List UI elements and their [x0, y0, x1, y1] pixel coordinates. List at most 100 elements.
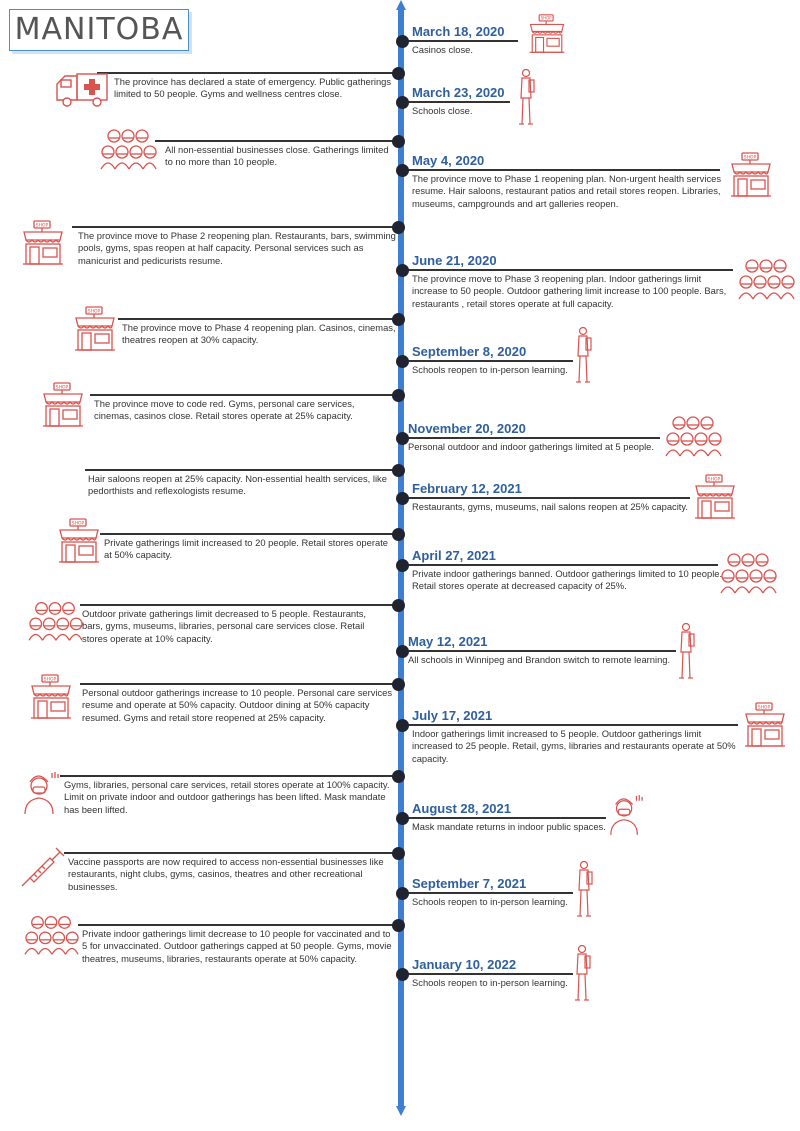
event-description: Schools close. [412, 105, 473, 116]
event-dot [396, 264, 409, 277]
event-dot [392, 464, 405, 477]
event-date: July 17, 2021 [412, 708, 493, 723]
page-title: MANITOBA [14, 12, 184, 47]
event-dot [392, 919, 405, 932]
shop-icon: SHOP [728, 152, 774, 203]
event-dot [396, 35, 409, 48]
event-date: September 7, 2021 [412, 876, 527, 891]
event-dot [392, 221, 405, 234]
event-rule [407, 101, 510, 103]
event-dot [396, 812, 409, 825]
event-dot [392, 770, 405, 783]
event-description: Private gatherings limit increased to 20… [104, 537, 389, 561]
event-description: The province move to Phase 4 reopening p… [122, 322, 396, 346]
shop-icon: SHOP [28, 674, 74, 725]
event-date: September 8, 2020 [412, 344, 527, 359]
crowd-icon [28, 600, 83, 647]
event-rule [85, 469, 398, 471]
event-description: Schools reopen to in-person learning. [412, 977, 568, 988]
event-dot [396, 492, 409, 505]
event-rule [78, 924, 398, 926]
ambulance-icon [55, 70, 109, 113]
svg-text:SHOP: SHOP [56, 385, 69, 391]
event-dot [396, 164, 409, 177]
event-dot [396, 432, 409, 445]
event-date: May 4, 2020 [412, 153, 485, 168]
event-description: All schools in Winnipeg and Brandon swit… [408, 654, 671, 665]
event-description: Personal outdoor and indoor gatherings l… [408, 441, 654, 452]
event-description: Outdoor private gatherings limit decreas… [82, 608, 367, 644]
event-description: Casinos close. [412, 44, 473, 55]
event-date: March 23, 2020 [412, 85, 505, 100]
event-dot [392, 847, 405, 860]
event-rule [60, 775, 398, 777]
event-description: Personal outdoor gatherings increase to … [82, 687, 393, 723]
crowd-icon [100, 128, 157, 175]
event-rule [64, 852, 398, 854]
event-rule [100, 533, 398, 535]
event-dot [396, 96, 409, 109]
event-dot [396, 968, 409, 981]
event-rule [118, 318, 398, 320]
event-dot [392, 599, 405, 612]
event-description: Private indoor gatherings banned. Outdoo… [412, 568, 723, 592]
event-rule [407, 817, 606, 819]
event-dot [392, 313, 405, 326]
event-rule [407, 564, 718, 566]
event-rule [407, 169, 720, 171]
crowd-icon [720, 552, 777, 599]
svg-text:SHOP: SHOP [36, 223, 49, 229]
title-box: MANITOBA [9, 9, 189, 51]
shop-icon: SHOP [692, 474, 738, 525]
student-icon [573, 326, 593, 389]
event-rule [407, 892, 573, 894]
event-rule [80, 683, 398, 685]
crowd-icon [665, 415, 722, 462]
student-icon [574, 860, 594, 923]
event-description: The province move to Phase 2 reopening p… [78, 230, 396, 266]
event-date: January 10, 2022 [412, 957, 517, 972]
svg-text:SHOP: SHOP [88, 309, 101, 315]
event-date: February 12, 2021 [412, 481, 522, 496]
svg-text:SHOP: SHOP [44, 677, 57, 683]
event-dot [392, 135, 405, 148]
event-rule [407, 724, 738, 726]
event-description: Indoor gatherings limit increased to 5 p… [412, 728, 736, 764]
svg-text:SHOP: SHOP [541, 16, 552, 21]
event-date: April 27, 2021 [412, 548, 496, 563]
event-rule [407, 497, 690, 499]
crowd-icon [738, 258, 795, 305]
event-description: Schools reopen to in-person learning. [412, 364, 568, 375]
event-rule [407, 360, 573, 362]
event-rule [90, 394, 398, 396]
event-dot [396, 887, 409, 900]
event-description: Private indoor gatherings limit decrease… [82, 928, 392, 964]
event-dot [392, 678, 405, 691]
event-dot [396, 719, 409, 732]
student-icon [676, 622, 696, 685]
svg-text:SHOP: SHOP [744, 155, 757, 161]
svg-text:SHOP: SHOP [708, 477, 721, 483]
event-date: June 21, 2020 [412, 253, 497, 268]
event-date: March 18, 2020 [412, 24, 505, 39]
event-description: Restaurants, gyms, museums, nail salons … [412, 501, 688, 512]
event-rule [72, 226, 398, 228]
shop-icon: SHOP [527, 14, 567, 59]
event-date: August 28, 2021 [412, 801, 511, 816]
event-description: The province move to code red. Gyms, per… [94, 398, 355, 422]
timeline-arrow-bottom [396, 1106, 406, 1116]
event-rule [407, 650, 676, 652]
event-rule [407, 269, 733, 271]
event-description: Gyms, libraries, personal care services,… [64, 779, 390, 815]
event-dot [396, 355, 409, 368]
event-description: All non-essential businesses close. Gath… [165, 144, 389, 168]
event-description: Vaccine passports are now required to ac… [68, 856, 384, 892]
event-rule [407, 973, 573, 975]
crowd-icon [24, 914, 79, 961]
student-icon [572, 944, 592, 1007]
syringe-icon [20, 842, 66, 893]
timeline-arrow-top [396, 0, 406, 10]
mask-person-icon [608, 792, 644, 841]
event-description: Mask mandate returns in indoor public sp… [412, 821, 606, 832]
event-description: Schools reopen to in-person learning. [412, 896, 568, 907]
